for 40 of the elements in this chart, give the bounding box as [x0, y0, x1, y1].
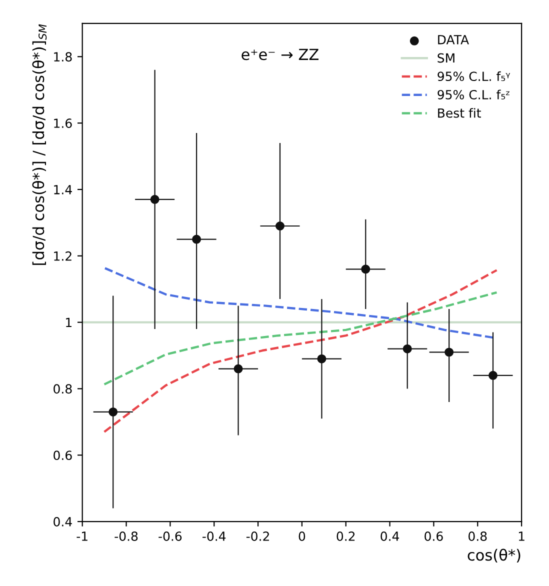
- legend-label: 95% C.L. f₅ᵞ: [438, 71, 510, 82]
- annotation: e⁺e⁻ → ZZ: [242, 48, 318, 60]
- legend-label: SM: [438, 53, 454, 63]
- y-tick-label: 1.4: [54, 185, 72, 194]
- y-tick-label: 1.6: [54, 118, 72, 128]
- x-tick-label: 1: [518, 532, 524, 541]
- x-tick-label: -0.6: [158, 531, 182, 541]
- y-tick-label: 1.8: [54, 52, 72, 62]
- legend-label: 95% C.L. f₅ᶻ: [438, 90, 510, 100]
- y-tick-label: 0.4: [54, 517, 72, 526]
- x-tick-label: -1: [76, 532, 88, 541]
- x-tick-label: 0.6: [424, 531, 443, 541]
- x-tick-label: 0.8: [468, 531, 487, 541]
- line-series: [104, 267, 494, 339]
- point: [275, 222, 284, 230]
- point: [108, 407, 118, 416]
- x-axis-title: cos(θ*): [468, 548, 520, 563]
- y-tick-label: 0.8: [54, 384, 72, 394]
- x-tick-label: 0.4: [380, 531, 400, 541]
- line-series: [103, 291, 498, 386]
- line-series: [103, 269, 498, 433]
- point: [234, 364, 243, 374]
- y-tick-label: 0.6: [54, 450, 72, 460]
- y-tick-label: 1.2: [54, 251, 72, 261]
- point: [488, 370, 498, 380]
- point: [361, 264, 370, 274]
- y-axis-title: [dσ/d cos(θ*)] / [dσ/d cos(θ*)]$_{SM}$: [32, 24, 47, 265]
- x-tick-label: 0: [298, 531, 306, 541]
- y-tick-label: 1: [66, 318, 72, 328]
- point: [192, 234, 202, 244]
- point: [444, 348, 454, 357]
- x-tick-label: 0.2: [336, 531, 355, 541]
- x-tick-label: -0.8: [114, 531, 138, 541]
- x-tick-label: -0.2: [246, 531, 269, 541]
- point: [402, 344, 412, 354]
- x-tick-label: -0.4: [202, 531, 226, 541]
- legend-label: DATA: [438, 35, 469, 44]
- point: [150, 194, 160, 204]
- point: [317, 354, 326, 364]
- legend-label: Best fit: [438, 108, 481, 118]
